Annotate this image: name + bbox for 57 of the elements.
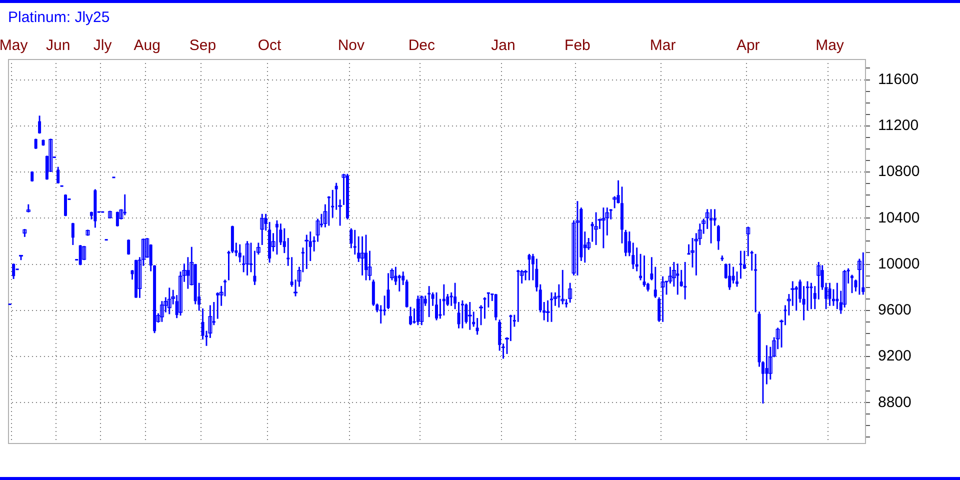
candlestick — [862, 252, 865, 295]
y-tick-label: 10000 — [878, 255, 920, 272]
candlestick — [660, 276, 665, 322]
candlestick — [468, 302, 472, 330]
candlestick — [167, 288, 172, 314]
candlestick — [509, 314, 512, 342]
candlestick — [245, 241, 250, 276]
candlestick — [684, 262, 687, 300]
candlestick — [460, 300, 464, 328]
candlestick — [612, 196, 617, 208]
candlestick — [676, 264, 680, 295]
candlestick — [486, 292, 490, 308]
x-tick-label: Sep — [189, 37, 216, 54]
candlestick — [379, 305, 382, 324]
x-tick-label: Jly — [93, 37, 112, 54]
candlestick — [483, 297, 486, 319]
y-tick-label: 9600 — [878, 302, 912, 319]
x-tick-label: Aug — [134, 37, 160, 54]
x-tick-label: Nov — [338, 37, 365, 54]
candlestick — [568, 282, 572, 303]
candlestick — [123, 194, 126, 216]
x-tick-label: May — [816, 37, 844, 54]
y-tick-label: 10800 — [878, 163, 920, 180]
candlestick — [575, 201, 580, 276]
candlestick — [810, 282, 813, 310]
candlestick — [746, 226, 750, 256]
candlestick — [816, 262, 821, 300]
x-tick-label: Dec — [408, 37, 436, 54]
candlestick — [420, 296, 424, 326]
x-tick-label: Feb — [564, 37, 590, 54]
x-tick-label: May — [0, 37, 28, 54]
candlestick — [428, 286, 431, 318]
candlestick — [710, 209, 713, 244]
candlestick — [601, 208, 606, 248]
candlestick — [224, 280, 227, 296]
candlestick — [594, 212, 598, 245]
candlestick — [560, 270, 565, 304]
candlestick — [739, 250, 742, 279]
y-tick-label: 11600 — [878, 70, 919, 88]
x-tick-label: Jun — [46, 37, 70, 54]
candlestick — [160, 301, 164, 322]
candlestick — [260, 214, 264, 245]
y-tick-label: 11200 — [878, 117, 919, 134]
x-tick-label: Oct — [258, 37, 282, 54]
x-tick-label: Jan — [491, 37, 516, 54]
y-tick-label: 9200 — [878, 348, 912, 365]
candlestick — [516, 270, 520, 322]
candlestick — [754, 254, 758, 312]
candlestick — [334, 182, 338, 210]
y-tick-label: 8800 — [878, 394, 912, 411]
candlestick — [275, 220, 278, 255]
x-tick-label: Apr — [736, 37, 760, 54]
candlestick — [304, 234, 309, 269]
y-tick-label: 10400 — [878, 209, 920, 226]
candlestick — [360, 236, 364, 276]
chart-title: Platinum: Jly25 — [8, 9, 110, 26]
x-tick-label: Mar — [650, 37, 676, 54]
